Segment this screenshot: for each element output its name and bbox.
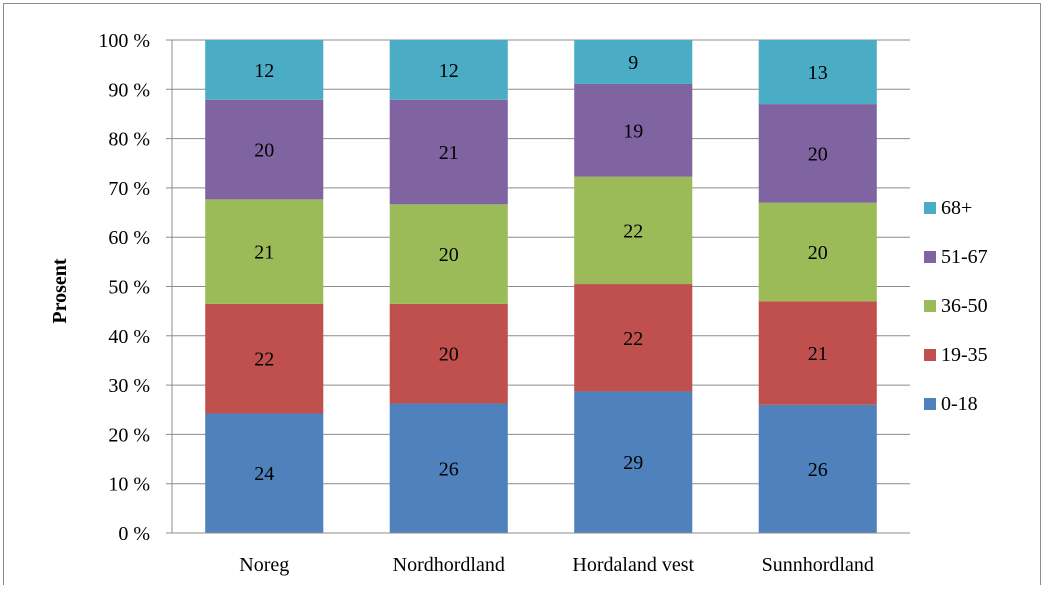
- axes: 0 % 10 % 20 % 30 % 40 % 50 % 60 % 70 % 80 % 90 % 1…: [98, 30, 910, 576]
- data-label: 20: [254, 140, 274, 162]
- bar-segment: [389, 99, 508, 205]
- bar-segment: [205, 303, 324, 414]
- legend-label: 51-67: [941, 246, 988, 268]
- data-label: 21: [808, 343, 828, 365]
- legend-label: 68+: [941, 197, 972, 219]
- bars: [205, 40, 877, 533]
- bar-segment: [758, 404, 877, 533]
- data-label: 12: [439, 60, 459, 82]
- x-tick-label: Sunnhordland: [762, 554, 874, 576]
- legend-swatch: [924, 349, 936, 361]
- bar-segment: [574, 83, 693, 177]
- data-label: 29: [623, 452, 643, 474]
- bar-segment: [205, 40, 324, 100]
- data-label: 19: [623, 120, 643, 142]
- legend-swatch: [924, 202, 936, 214]
- y-tick-label: 40 %: [108, 326, 150, 348]
- data-label: 22: [254, 349, 274, 371]
- data-labels: 24 22 21 20 12 26 20 20 21 12 29 22 22 19 9 26 21 20 20 13: [254, 52, 828, 485]
- y-tick-label: 80 %: [108, 129, 150, 151]
- chart-frame: [3, 3, 1041, 585]
- data-label: 20: [439, 244, 459, 266]
- y-axis-title: Prosent: [49, 258, 71, 324]
- bar-segment: [389, 204, 508, 304]
- data-label: 21: [439, 142, 459, 164]
- legend-swatch: [924, 300, 936, 312]
- data-label: 13: [808, 62, 828, 84]
- data-label: 20: [808, 143, 828, 165]
- legend-label: 0-18: [941, 393, 978, 415]
- bar-segment: [205, 413, 324, 533]
- y-tick-label: 50 %: [108, 277, 150, 299]
- data-label: 26: [808, 459, 828, 481]
- y-tick-label: 60 %: [108, 227, 150, 249]
- bar-segment: [205, 99, 324, 200]
- data-label: 12: [254, 60, 274, 82]
- bar-segment: [758, 40, 877, 105]
- legend-label: 36-50: [941, 295, 988, 317]
- y-tick-label: 0 %: [118, 523, 150, 545]
- data-label: 9: [628, 52, 638, 74]
- legend-label: 19-35: [941, 344, 988, 366]
- data-label: 20: [808, 242, 828, 264]
- legend: 68+ 51-67 36-50 19-35 0-18: [924, 197, 988, 415]
- y-tick-label: 30 %: [108, 375, 150, 397]
- bar-segment: [758, 104, 877, 203]
- bar-segment: [574, 176, 693, 285]
- bar-segment: [389, 40, 508, 100]
- bar-segment: [574, 284, 693, 392]
- x-tick-label: Nordhordland: [393, 554, 505, 576]
- data-label: 26: [439, 458, 459, 480]
- bar-segment: [574, 40, 693, 84]
- x-tick-label: Noreg: [239, 554, 289, 576]
- bar-segment: [389, 303, 508, 404]
- x-tick-label: Hordaland vest: [572, 554, 694, 576]
- y-tick-label: 10 %: [108, 474, 150, 496]
- data-label: 20: [439, 344, 459, 366]
- bar-segment: [574, 391, 693, 533]
- y-tick-label: 90 %: [108, 79, 150, 101]
- y-tick-label: 70 %: [108, 178, 150, 200]
- bar-segment: [758, 301, 877, 405]
- data-label: 22: [623, 220, 643, 242]
- legend-swatch: [924, 251, 936, 263]
- bar-segment: [389, 403, 508, 533]
- bar-segment: [758, 202, 877, 302]
- legend-swatch: [924, 398, 936, 410]
- data-label: 22: [623, 328, 643, 350]
- bar-segment: [205, 199, 324, 304]
- y-tick-label: 100 %: [98, 30, 150, 52]
- y-tick-label: 20 %: [108, 424, 150, 446]
- data-label: 24: [254, 463, 274, 485]
- data-label: 21: [254, 242, 274, 264]
